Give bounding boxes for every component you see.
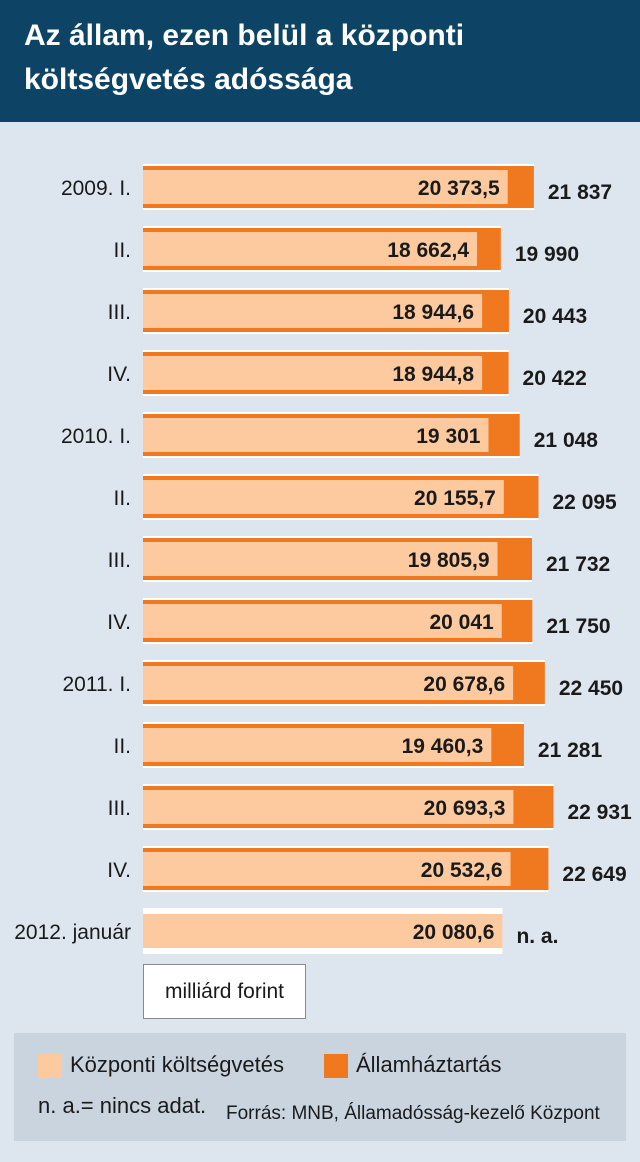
value-label-general: 22 931 [567,801,632,824]
value-label-central: 20 041 [429,611,494,634]
category-label: III. [108,301,131,324]
category-label: 2010. I. [61,425,131,448]
value-label-general: 20 422 [523,367,587,390]
value-label-central: 20 155,7 [414,487,496,510]
bar-central [143,418,489,452]
category-label: 2011. I. [63,673,132,696]
category-label: IV. [107,611,131,634]
value-label-central: 18 944,6 [392,301,474,324]
value-label-general: 21 048 [534,429,599,452]
legend-label-general: Államháztartás [356,1052,502,1077]
value-label-general: 22 095 [553,491,618,514]
value-label-general: 21 750 [546,615,610,638]
value-label-general: 21 837 [548,181,612,204]
category-label: II. [113,735,131,758]
bar-central [143,480,504,514]
header-banner: Az állam, ezen belül a központi költségv… [0,0,640,122]
value-label-general: 19 990 [515,243,579,266]
category-label: III. [108,797,131,820]
value-label-central: 20 080,6 [413,921,495,944]
value-label-central: 19 460,3 [402,735,484,758]
bar-central [143,604,502,638]
bar-central [143,790,514,824]
value-label-general: 21 732 [546,553,610,576]
category-label: III. [108,549,131,572]
value-label-general: n. a. [516,925,558,948]
value-label-central: 20 532,6 [421,859,503,882]
unit-label: milliárd forint [143,964,306,1019]
note-text: n. a.= nincs adat. [38,1093,207,1118]
source-text: Forrás: MNB, Államadósság-kezelő Központ [226,1103,600,1124]
value-label-general: 20 443 [523,305,587,328]
category-label: 2009. I. [61,177,131,200]
bar-central [143,294,483,328]
legend-label-central: Központi költségvetés [70,1052,285,1077]
category-label: II. [113,487,131,510]
legend: Központi költségvetés Államháztartás n. … [14,1033,626,1141]
bar-central [143,852,511,886]
bar-central [143,914,503,948]
bar-central [143,356,483,390]
value-label-general: 21 281 [538,739,603,762]
legend-swatch-central [38,1054,62,1078]
legend-swatch-general [324,1054,348,1078]
value-label-central: 20 693,3 [424,797,506,820]
bar-central [143,666,514,700]
category-label: 2012. január [14,921,131,944]
value-label-central: 20 373,5 [418,177,500,200]
value-label-central: 19 301 [416,425,481,448]
value-label-central: 19 805,9 [408,549,490,572]
bar-central [143,728,492,762]
value-label-central: 18 944,8 [392,363,474,386]
bar-central [143,232,478,266]
category-label: IV. [107,859,131,882]
bar-central [143,170,508,204]
value-label-general: 22 649 [562,863,626,886]
bar-central [143,542,498,576]
category-label: II. [113,239,131,262]
value-label-central: 18 662,4 [387,239,469,262]
category-label: IV. [107,363,131,386]
value-label-general: 22 450 [559,677,623,700]
bar-chart: 2009. I. 20 373,5 21 837 II. 18 662,4 19 990 I… [14,164,632,954]
chart-title: Az állam, ezen belül a központi költségv… [24,19,465,96]
value-label-central: 20 678,6 [423,673,505,696]
